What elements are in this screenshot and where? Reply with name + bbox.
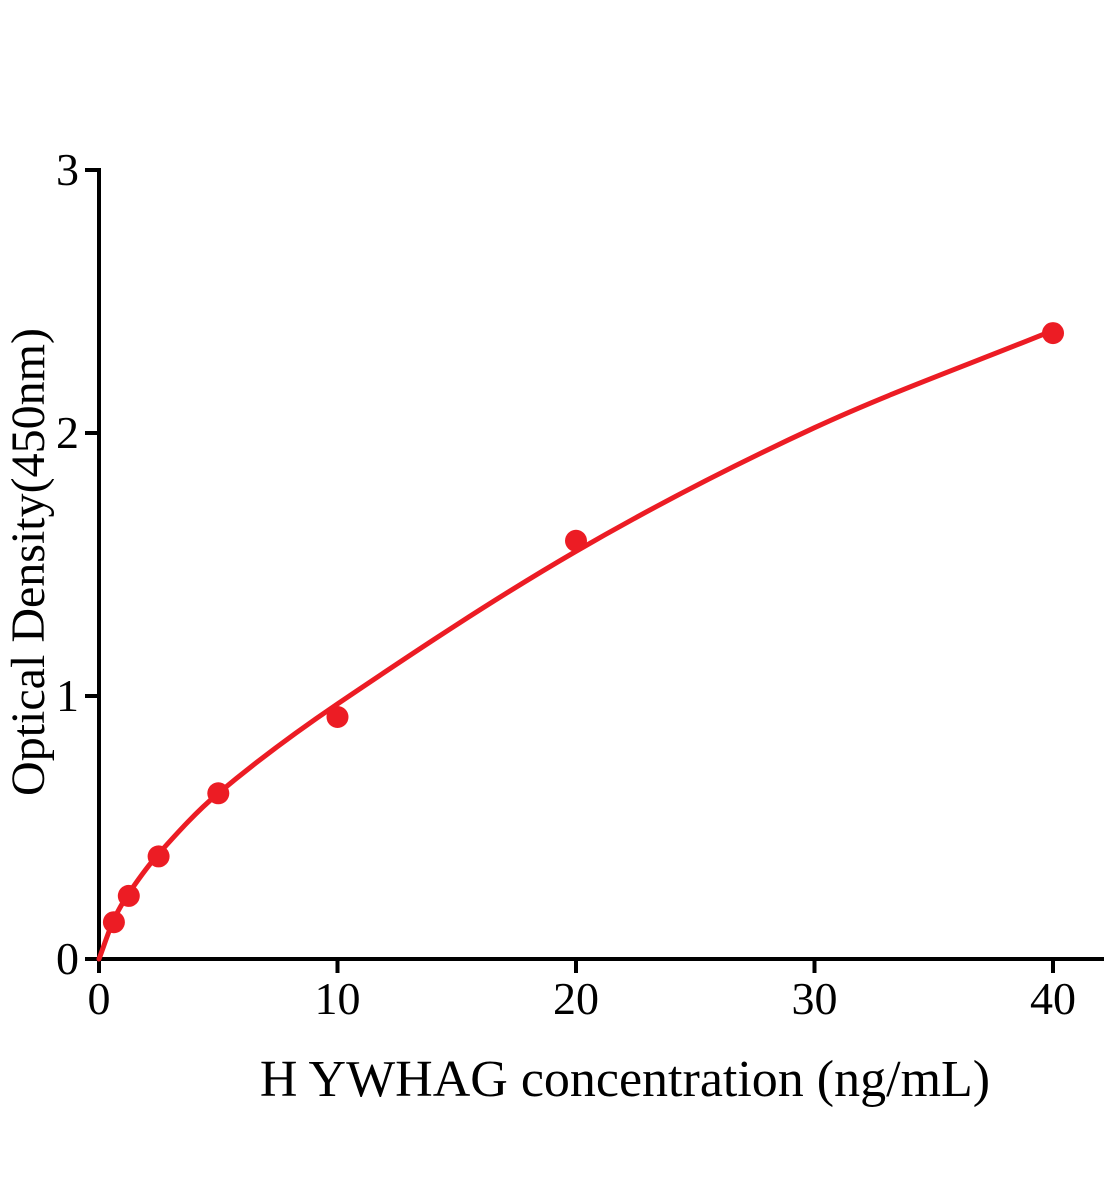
y-tick-label: 0 [56, 933, 79, 984]
data-point [326, 706, 349, 728]
y-tick-label: 1 [56, 670, 79, 721]
y-tick-label: 2 [56, 407, 79, 458]
data-point [565, 529, 587, 552]
x-tick-label: 30 [792, 973, 838, 1024]
x-tick-label: 40 [1030, 973, 1076, 1024]
x-tick-label: 0 [88, 973, 111, 1024]
y-tick-label: 3 [56, 144, 79, 195]
fitted-curve-group [96, 327, 1056, 962]
fitted-curve [96, 327, 1056, 962]
y-axis-ticks: 0 1 2 3 [56, 144, 99, 984]
data-point [1042, 322, 1064, 345]
axes [97, 168, 1104, 961]
x-axis-title: H YWHAG concentration (ng/mL) [260, 1051, 990, 1108]
data-points-group [102, 322, 1064, 934]
x-tick-label: 20 [553, 973, 599, 1024]
data-point [147, 845, 170, 868]
x-tick-label: 10 [315, 973, 361, 1024]
y-axis-title: Optical Density(450nm) [2, 328, 55, 796]
data-point [117, 884, 140, 907]
x-axis-ticks: 0 10 20 30 40 [88, 959, 1076, 1024]
data-point [207, 782, 230, 805]
data-point [102, 911, 125, 934]
